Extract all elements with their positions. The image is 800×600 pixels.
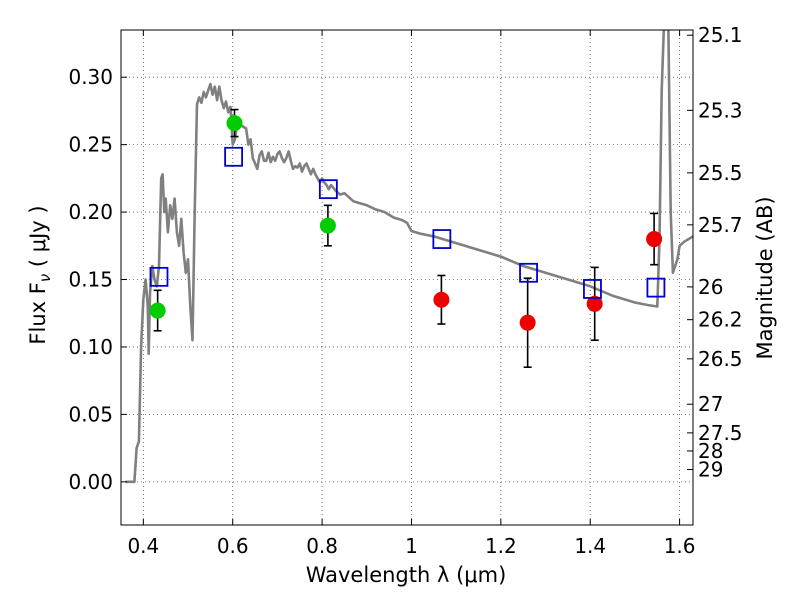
x-tick-label: 0.8 <box>306 534 338 558</box>
nir-flux-point <box>519 314 536 331</box>
y-axis-label-sub: ν <box>36 274 54 282</box>
magnitude-tick-label: 25.1 <box>698 23 743 47</box>
y-tick-label: 0.00 <box>68 470 113 494</box>
magnitude-tick-label: 25.3 <box>698 98 743 122</box>
nir-flux-point <box>586 295 603 312</box>
x-tick-label: 1.4 <box>574 534 606 558</box>
y-axis-ticks: 0.00 0.05 0.10 0.15 0.20 0.25 0.30 <box>68 65 127 494</box>
model-sed-curve <box>125 30 693 484</box>
synthetic-flux-square <box>318 179 338 200</box>
y-axis-label-main: Flux F <box>26 282 50 344</box>
x-axis-label: Wavelength λ (μm) <box>306 563 507 587</box>
magnitude-tick-label: 28 <box>698 439 723 463</box>
y-axis-label-unit: ( μJy ) <box>26 205 50 273</box>
synthetic-flux-square <box>646 277 666 298</box>
magnitude-tick-label: 27.5 <box>698 421 743 445</box>
y-axis-label: Flux Fν ( μJy ) <box>26 205 54 344</box>
synthetic-flux-square <box>432 229 452 249</box>
optical-flux-point <box>149 302 166 319</box>
magnitude-tick-label: 26.5 <box>698 347 743 371</box>
model-sed-layer <box>125 30 693 484</box>
y-tick-label: 0.30 <box>68 65 113 89</box>
magnitude-axis-label: Magnitude (AB) <box>753 196 777 359</box>
y-tick-label: 0.05 <box>68 402 113 426</box>
magnitude-tick-label: 26 <box>698 275 723 299</box>
synthetic-flux-square <box>224 146 244 167</box>
grid-lines <box>121 30 693 525</box>
y-tick-label: 0.25 <box>68 133 113 157</box>
magnitude-tick-label: 25.7 <box>698 213 743 237</box>
nir-flux-point <box>646 231 663 248</box>
magnitude-tick-label: 25.5 <box>698 161 743 185</box>
optical-flux-point <box>319 217 336 234</box>
x-tick-label: 1 <box>405 534 418 558</box>
synthetic-flux-square <box>583 279 602 299</box>
y-tick-label: 0.10 <box>68 335 113 359</box>
nir-flux-point <box>433 291 450 308</box>
marker-layer <box>149 115 666 331</box>
y-tick-label: 0.15 <box>68 268 113 292</box>
plot-frame <box>120 29 694 526</box>
y-tick-label: 0.20 <box>68 200 113 224</box>
synthetic-flux-square <box>519 262 538 283</box>
synthetic-flux-square <box>149 266 169 287</box>
x-tick-label: 1.2 <box>485 534 517 558</box>
magnitude-tick-label: 26.2 <box>698 308 743 332</box>
x-tick-label: 0.4 <box>127 534 159 558</box>
magnitude-tick-label: 29 <box>698 458 723 482</box>
x-axis-ticks: 0.4 0.6 0.8 1 1.2 1.4 1.6 <box>127 30 696 558</box>
optical-flux-point <box>226 115 243 132</box>
x-tick-label: 0.6 <box>217 534 249 558</box>
magnitude-tick-label: 27 <box>698 392 723 416</box>
x-tick-label: 1.6 <box>664 534 696 558</box>
